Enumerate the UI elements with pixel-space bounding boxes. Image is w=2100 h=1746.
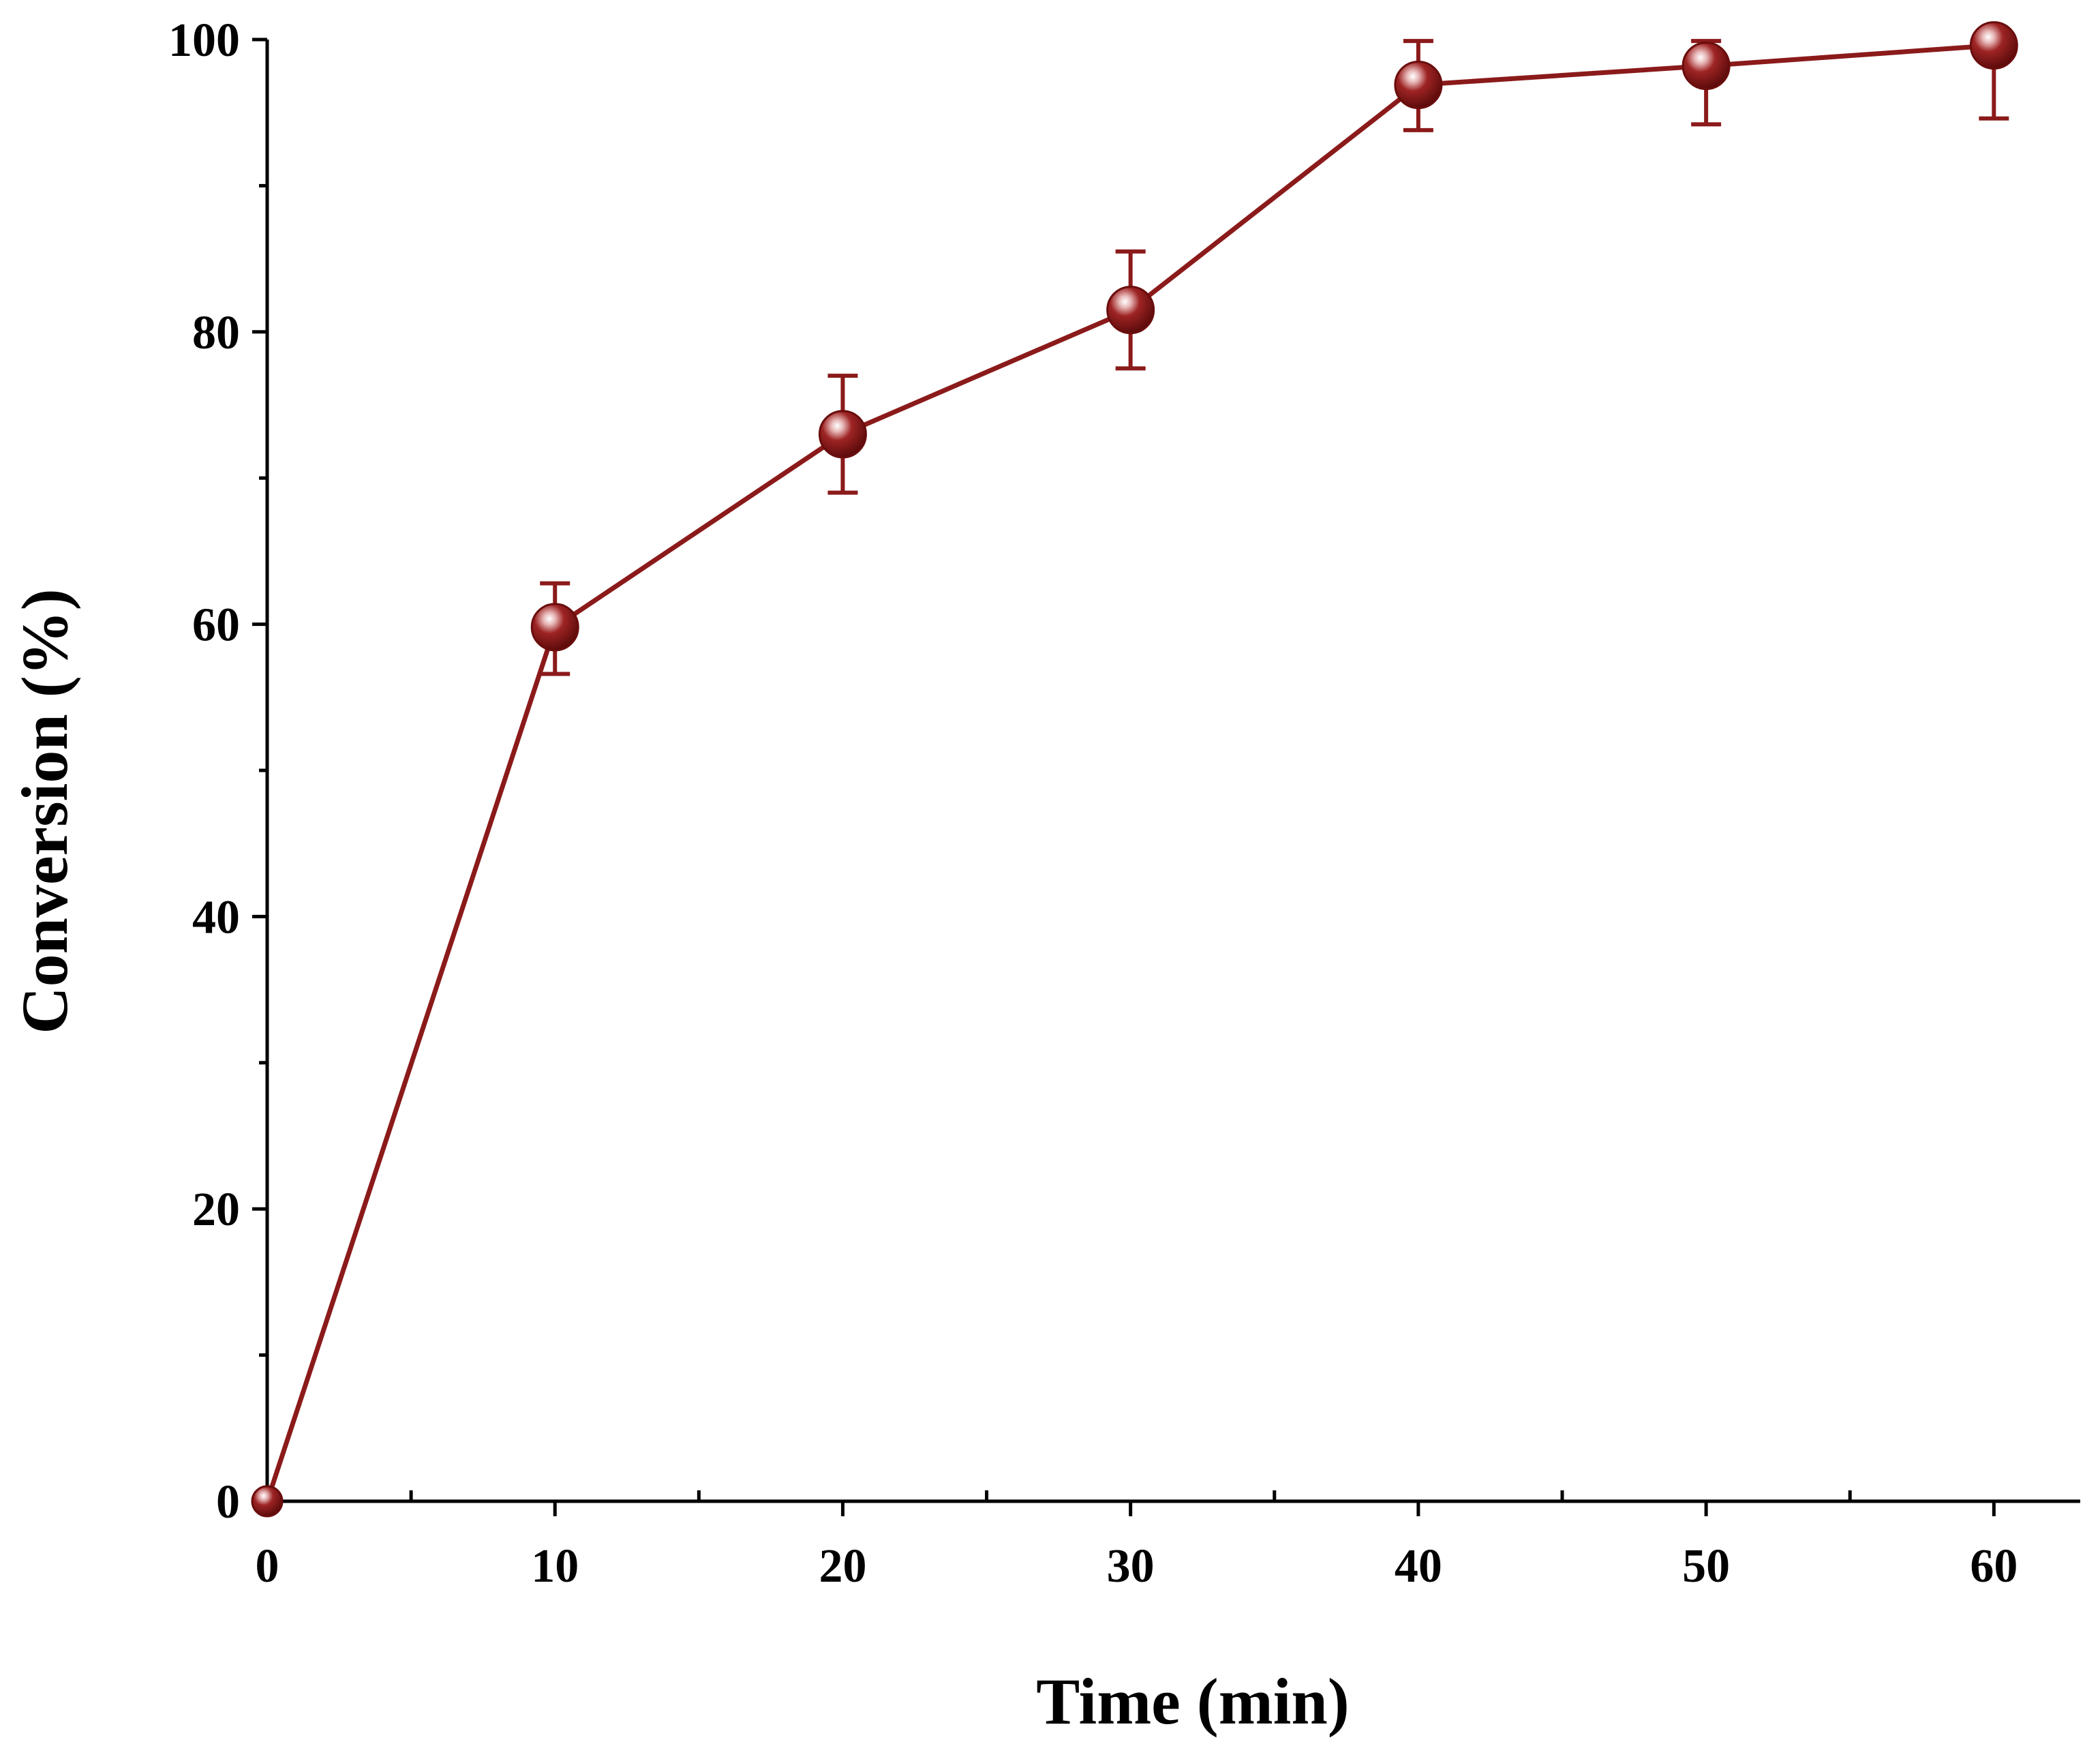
data-point — [251, 1485, 284, 1518]
x-axis-title: Time (min) — [1036, 1665, 1350, 1738]
data-point — [1969, 21, 2018, 70]
y-tick-label: 0 — [216, 1476, 240, 1529]
data-point — [1394, 60, 1443, 109]
y-tick-label: 20 — [192, 1184, 240, 1236]
data-point — [1106, 286, 1155, 335]
data-point — [530, 603, 579, 652]
x-tick-label: 20 — [819, 1540, 866, 1593]
x-tick-label: 40 — [1395, 1540, 1442, 1593]
x-tick-label: 10 — [531, 1540, 579, 1593]
y-tick-label: 100 — [168, 14, 240, 67]
x-tick-label: 0 — [256, 1540, 279, 1593]
data-point — [1681, 42, 1731, 91]
y-axis-title: Conversion (%) — [8, 588, 81, 1034]
data-point — [818, 410, 867, 459]
x-tick-label: 30 — [1107, 1540, 1155, 1593]
y-tick-label: 40 — [192, 891, 240, 944]
x-tick-label: 60 — [1970, 1540, 2018, 1593]
x-tick-label: 50 — [1682, 1540, 1730, 1593]
y-tick-label: 80 — [192, 307, 240, 359]
y-tick-label: 60 — [192, 599, 240, 652]
